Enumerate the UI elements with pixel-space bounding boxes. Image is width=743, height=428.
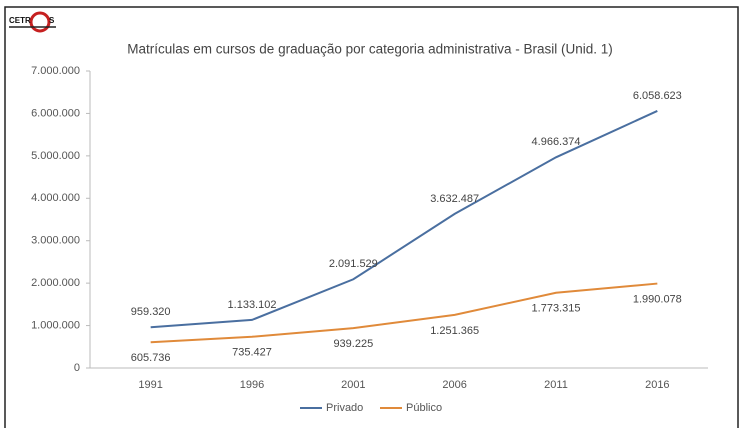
data-label: 735.427 xyxy=(232,347,272,359)
y-tick-label: 6.000.000 xyxy=(31,107,80,119)
x-tick-label: 1991 xyxy=(138,379,162,391)
data-label: 1.251.365 xyxy=(430,325,479,337)
x-tick-label: 2011 xyxy=(544,379,568,391)
series-line xyxy=(150,110,658,329)
chart-title: Matrículas em cursos de graduação por ca… xyxy=(127,42,612,57)
x-tick-label: 2016 xyxy=(645,379,669,391)
data-label: 6.058.623 xyxy=(633,90,682,102)
x-tick-label: 1996 xyxy=(240,379,264,391)
data-label: 1.990.078 xyxy=(633,293,682,305)
y-tick-label: 1.000.000 xyxy=(31,319,80,331)
y-tick-label: 5.000.000 xyxy=(31,150,80,162)
logo-text: CETR xyxy=(9,16,31,25)
data-label: 4.966.374 xyxy=(532,136,581,148)
y-tick-label: 2.000.000 xyxy=(31,277,80,289)
data-label: 939.225 xyxy=(333,338,373,350)
series-line xyxy=(150,282,658,344)
frame xyxy=(4,6,739,428)
logo-text: S xyxy=(49,16,55,25)
logo: CETR S xyxy=(9,11,56,33)
y-tick-label: 7.000.000 xyxy=(31,65,80,77)
data-label: 959.320 xyxy=(131,306,171,318)
logo-ring xyxy=(29,11,51,33)
legend-label: Público xyxy=(406,402,442,414)
y-tick-label: 4.000.000 xyxy=(31,192,80,204)
legend-label: Privado xyxy=(326,402,363,414)
x-tick-label: 2006 xyxy=(442,379,466,391)
data-label: 3.632.487 xyxy=(430,193,479,205)
x-tick-label: 2001 xyxy=(341,379,365,391)
y-tick-label: 3.000.000 xyxy=(31,235,80,247)
data-label: 1.773.315 xyxy=(532,303,581,315)
data-label: 605.736 xyxy=(131,352,171,364)
y-tick-label: 0 xyxy=(74,362,80,374)
data-label: 1.133.102 xyxy=(228,299,277,311)
data-label: 2.091.529 xyxy=(329,258,378,270)
